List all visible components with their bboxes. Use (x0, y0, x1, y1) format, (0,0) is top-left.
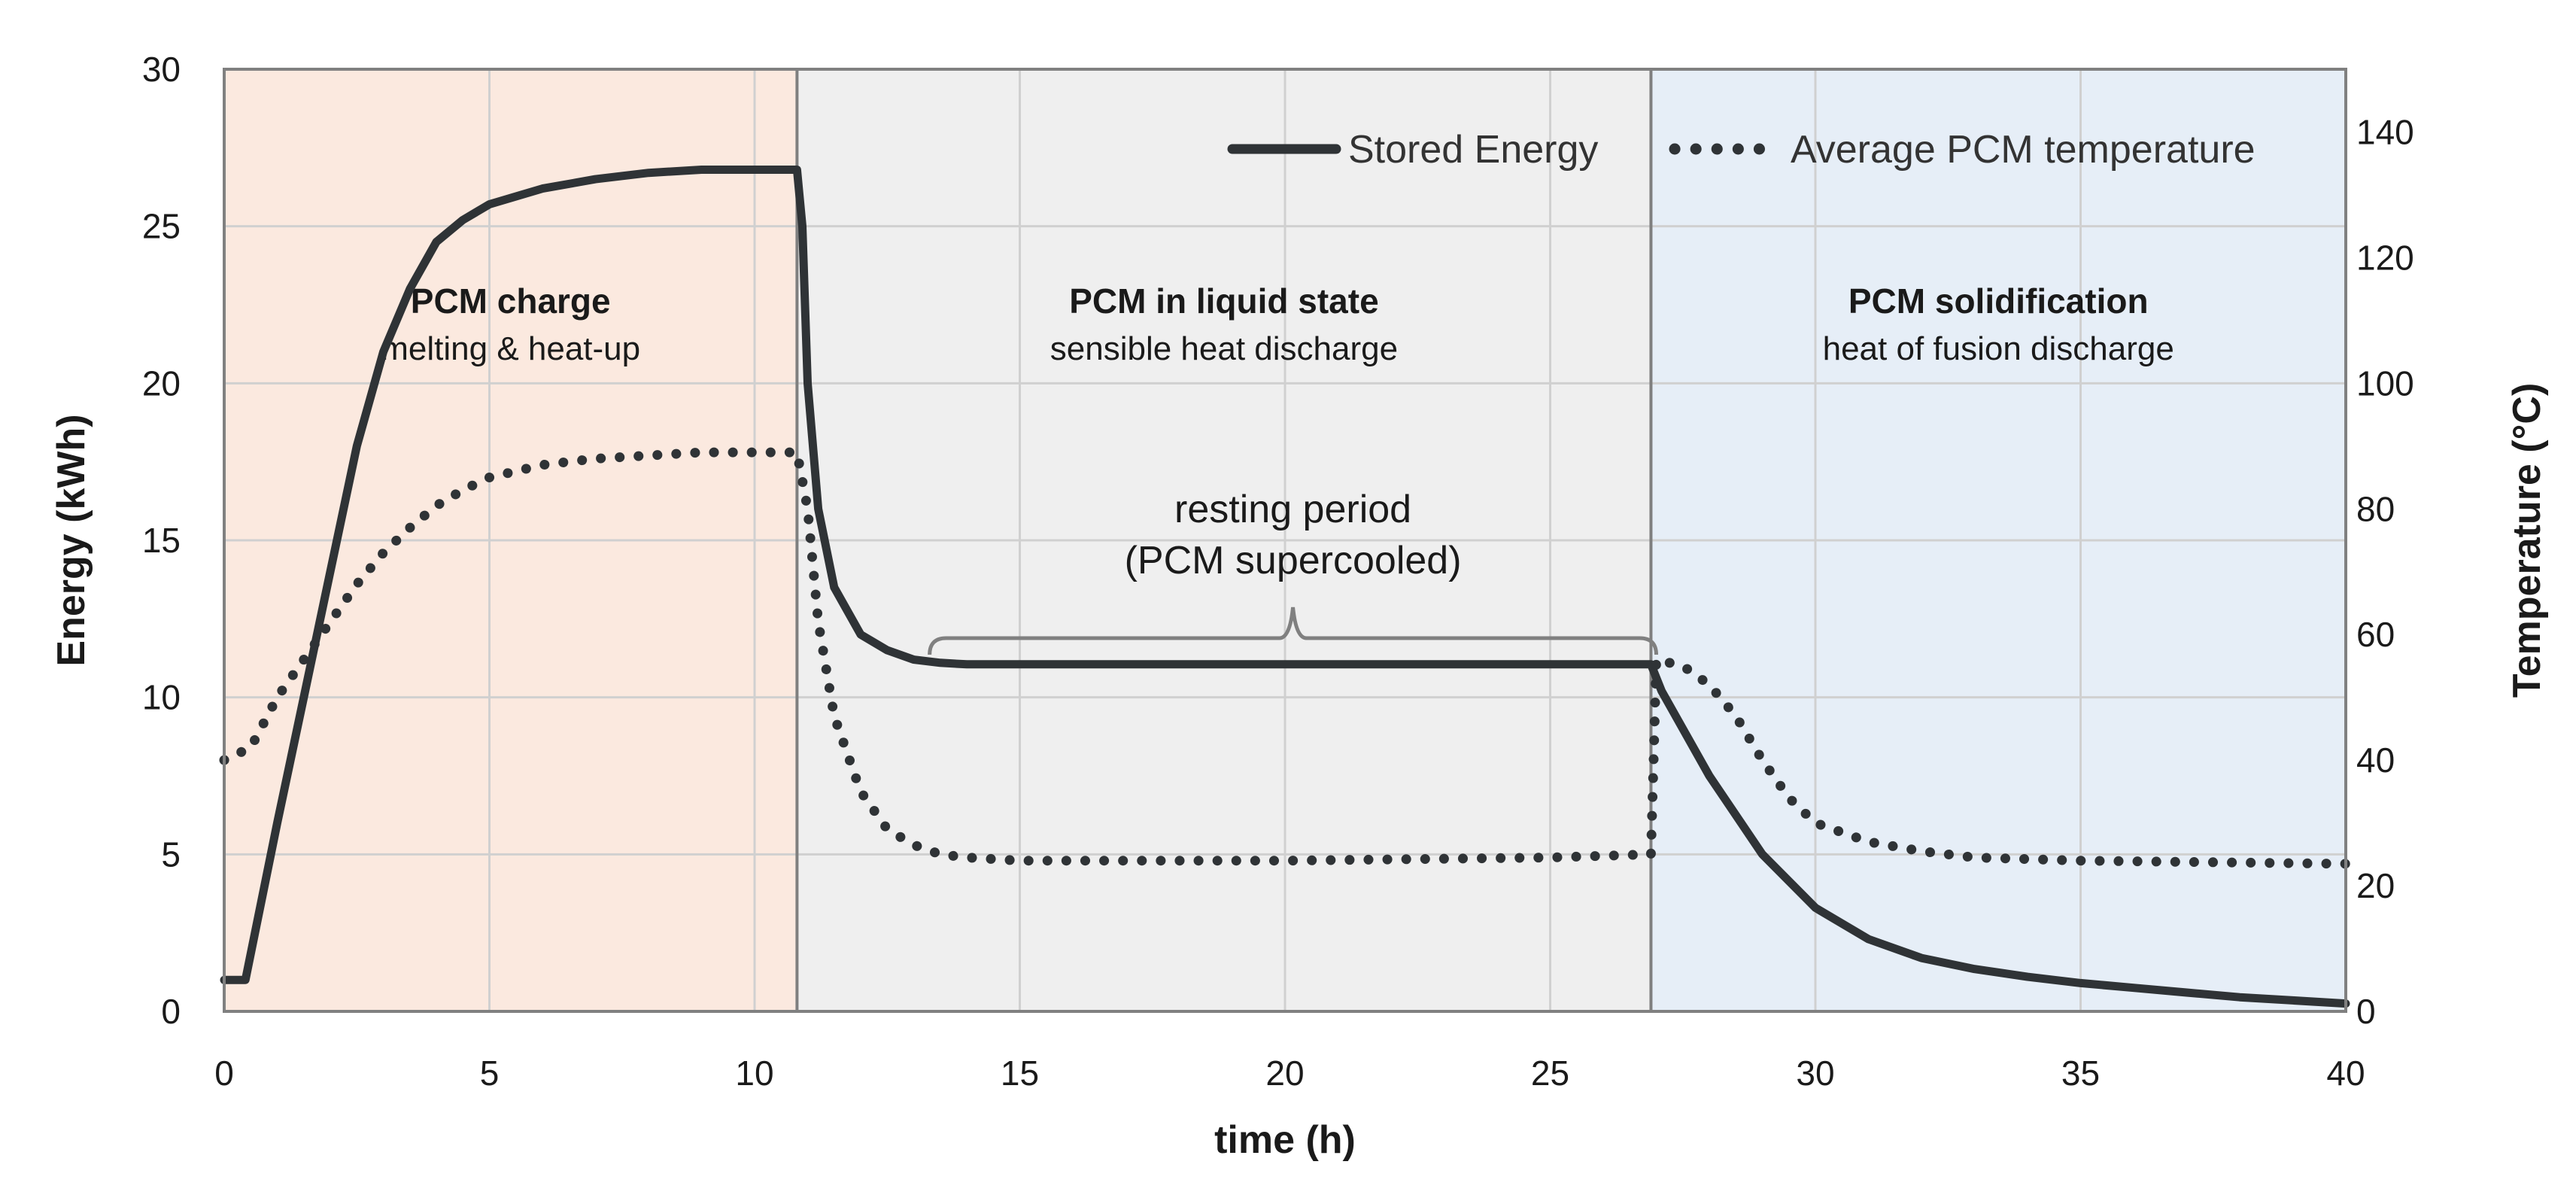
x-tick-label: 15 (1001, 1054, 1039, 1093)
y-tick-label-right: 140 (2356, 112, 2414, 151)
x-tick-label: 5 (480, 1054, 500, 1093)
y-tick-label-right: 60 (2356, 615, 2395, 654)
resting-period-brace (928, 607, 1658, 655)
y-tick-label-right: 20 (2356, 866, 2395, 905)
legend-label-average-pcm-temperature: Average PCM temperature (1791, 128, 2256, 172)
region-subtitle-1: sensible heat discharge (1050, 330, 1398, 367)
series-layer (219, 166, 2351, 1008)
y-tick-label-left: 0 (161, 992, 181, 1031)
x-tick-label: 20 (1265, 1054, 1304, 1093)
region-title-2: PCM solidification (1848, 281, 2149, 321)
y-tick-label-right: 100 (2356, 363, 2414, 403)
x-tick-label: 30 (1796, 1054, 1834, 1093)
region-title-1: PCM in liquid state (1069, 281, 1378, 321)
series-line-stored-energy (220, 166, 2350, 1008)
y-axis-title-right: Temperature (°C) (2505, 383, 2549, 698)
y-tick-label-right: 0 (2356, 992, 2376, 1031)
x-tick-label: 25 (1531, 1054, 1569, 1093)
y-tick-label-left: 5 (161, 835, 181, 874)
plot-frame (223, 68, 2347, 1013)
region-labels: PCM charge melting & heat-up PCM in liquid… (381, 281, 2174, 367)
legend-label-stored-energy: Stored Energy (1348, 128, 1598, 172)
legend: Stored Energy Average PCM temperature (1227, 128, 2256, 172)
y-tick-label-right: 40 (2356, 740, 2395, 780)
y-tick-label-right: 120 (2356, 238, 2414, 277)
resting-period-annotation: resting period (PCM supercooled) (928, 488, 1658, 655)
region-subtitle-0: melting & heat-up (381, 330, 640, 367)
annotation-line-1: resting period (1174, 488, 1411, 531)
tick-labels: 0 5 10 15 20 25 30 35 40 0 5 10 15 20 25 30 0 20 40 60 80 100… (142, 50, 2414, 1093)
annotation-line-2: (PCM supercooled) (1125, 539, 1462, 582)
x-tick-label: 40 (2326, 1054, 2365, 1093)
x-tick-label: 10 (735, 1054, 773, 1093)
y-tick-label-right: 80 (2356, 489, 2395, 528)
y-tick-label-left: 30 (142, 50, 181, 89)
region-subtitle-2: heat of fusion discharge (1823, 330, 2174, 367)
y-axis-title-left: Energy (kWh) (50, 414, 93, 666)
x-tick-label: 35 (2061, 1054, 2100, 1093)
x-tick-label: 0 (214, 1054, 234, 1093)
y-tick-label-left: 10 (142, 678, 181, 717)
y-tick-label-left: 25 (142, 207, 181, 246)
series-line-average-pcm-temperature (219, 447, 2351, 869)
region-title-0: PCM charge (411, 281, 611, 321)
y-tick-label-left: 15 (142, 521, 181, 560)
x-axis-title: time (h) (1214, 1118, 1356, 1162)
y-tick-label-left: 20 (142, 363, 181, 403)
